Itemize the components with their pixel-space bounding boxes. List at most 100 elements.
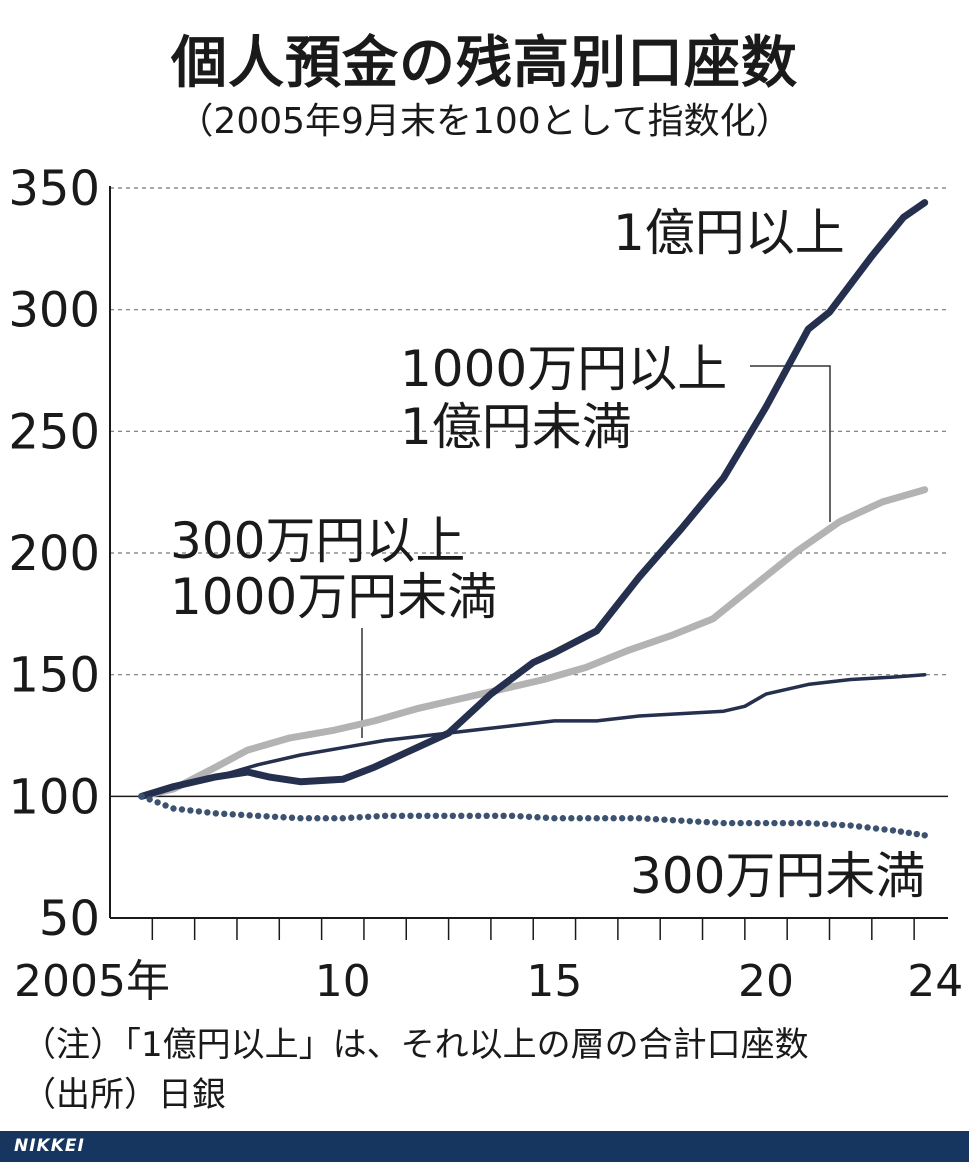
y-tick-label: 200 xyxy=(8,526,100,582)
series-dot xyxy=(644,815,651,822)
series-dot xyxy=(162,802,169,809)
series-dot xyxy=(432,812,440,819)
series-dot xyxy=(669,816,677,824)
series-dot xyxy=(695,818,702,825)
series-line-3 xyxy=(139,672,927,799)
series-dot xyxy=(855,823,863,830)
series-dot xyxy=(762,819,770,827)
series-dot xyxy=(838,821,846,829)
series-dot xyxy=(822,820,829,828)
label-s1: 1億円以上 xyxy=(613,204,845,262)
series-dot xyxy=(913,830,920,838)
series-dot xyxy=(212,810,220,817)
label-s2-line2: 1億円未満 xyxy=(400,398,632,456)
series-dot xyxy=(424,812,431,819)
series-dot xyxy=(525,813,533,820)
series-dot xyxy=(154,799,161,806)
x-tick-label: 15 xyxy=(526,956,582,1007)
series-dot xyxy=(517,813,524,820)
series-dot xyxy=(627,815,634,822)
series-dot xyxy=(322,815,330,822)
leader-s2 xyxy=(750,365,831,522)
series-dot xyxy=(500,812,507,819)
series-dot xyxy=(889,827,897,834)
series-dot xyxy=(246,812,253,819)
series-line-2 xyxy=(138,486,929,800)
series-dot xyxy=(534,814,541,821)
series-dot xyxy=(146,796,153,803)
series-dot xyxy=(813,820,820,827)
series-dot xyxy=(314,815,321,822)
series-dot xyxy=(381,812,389,819)
series-dot xyxy=(872,825,880,832)
series-dot xyxy=(475,812,482,819)
series-dot xyxy=(441,812,448,819)
series-dot xyxy=(754,819,761,827)
series-dot xyxy=(728,819,736,827)
label-s3-line1: 300万円以上 xyxy=(170,512,465,570)
chart-title: 個人預金の残高別口座数 xyxy=(171,31,798,96)
series-dot xyxy=(661,816,668,823)
series-dot xyxy=(618,815,626,822)
series-dot xyxy=(788,819,795,827)
series-dot xyxy=(601,815,609,822)
series-dot xyxy=(703,818,710,826)
series-dot xyxy=(178,806,186,813)
series-dot xyxy=(652,816,660,823)
series-dot xyxy=(229,811,236,818)
series-dot xyxy=(737,819,744,827)
series-dot xyxy=(271,813,279,820)
series-dot xyxy=(805,819,812,827)
x-tick-label: 10 xyxy=(315,956,371,1007)
series-dot xyxy=(864,824,871,831)
y-tick-label: 250 xyxy=(8,404,100,460)
series-dot xyxy=(771,819,778,827)
series-dot xyxy=(483,812,490,819)
series-dot xyxy=(348,814,355,821)
series-dot xyxy=(407,812,414,819)
series-dot xyxy=(238,811,245,819)
series-dot xyxy=(897,828,905,835)
series-dot xyxy=(280,814,287,821)
series-dot xyxy=(138,793,145,800)
series-dot xyxy=(508,812,516,819)
series-dot xyxy=(847,822,854,829)
source-line: （出所）日銀 xyxy=(22,1075,226,1115)
nikkei-logo: NIKKEI xyxy=(14,1136,85,1156)
label-s4: 300万円未満 xyxy=(630,847,925,905)
x-tick-labels: 2005年 10 15 20 24 xyxy=(14,956,963,1007)
x-tick-label: 24 xyxy=(907,956,963,1007)
series-dot xyxy=(466,812,473,819)
y-tick-label: 100 xyxy=(8,769,100,825)
series-dot xyxy=(745,819,753,827)
line-chart: 50 100 150 200 250 300 350 2005年 10 15 20 24 1億円以上… xyxy=(8,161,963,1007)
footer-bar: NIKKEI xyxy=(0,1131,969,1162)
series-dot xyxy=(415,812,423,819)
series-dot xyxy=(331,815,338,822)
y-tick-label: 350 xyxy=(8,161,100,217)
y-tick-label: 150 xyxy=(8,648,100,704)
chart-subtitle: （2005年9月末を100として指数化） xyxy=(177,101,792,142)
series-dot xyxy=(221,810,228,818)
series-dot xyxy=(356,814,363,821)
series-dot xyxy=(576,815,583,822)
series-dot xyxy=(686,817,694,825)
series-dot xyxy=(610,815,617,822)
series-dot xyxy=(712,819,719,826)
series-dot xyxy=(398,812,406,819)
series-dot xyxy=(339,815,346,822)
series-dot xyxy=(796,819,804,827)
series-dot xyxy=(254,812,262,819)
series-dot xyxy=(204,809,211,816)
axes xyxy=(109,186,948,940)
series-dot xyxy=(263,813,270,820)
series-lines xyxy=(138,199,929,839)
series-dot xyxy=(568,815,575,822)
series-dot xyxy=(542,814,550,821)
y-tick-label: 50 xyxy=(39,891,100,947)
label-s2-line1: 1000万円以上 xyxy=(400,340,727,398)
x-tick-label: 20 xyxy=(738,956,794,1007)
label-s3-line2: 1000万円未満 xyxy=(170,568,497,626)
series-dot xyxy=(678,817,685,824)
series-dot xyxy=(921,832,928,839)
